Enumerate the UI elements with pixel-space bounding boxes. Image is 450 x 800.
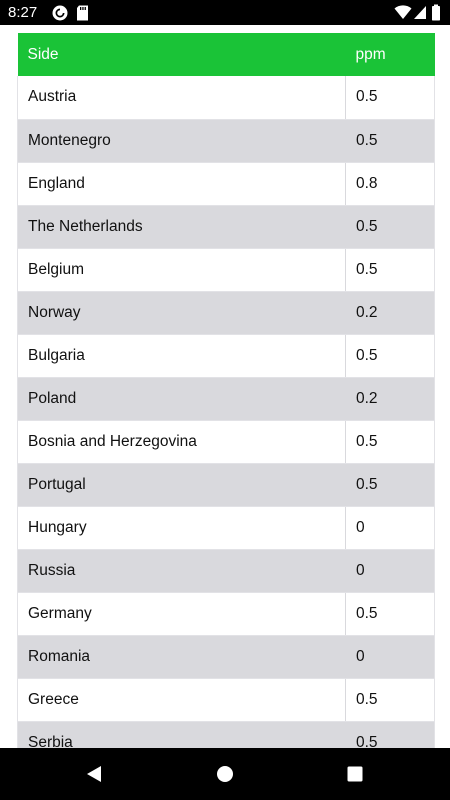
cell-ppm: 0.5: [345, 678, 435, 722]
cell-side: Germany: [17, 592, 346, 636]
cell-ppm: 0.2: [345, 291, 435, 335]
status-bar: 8:27: [0, 0, 450, 25]
table-row: Montenegro 0.5: [17, 119, 435, 163]
header-ppm: ppm: [345, 33, 435, 76]
cell-ppm: 0.5: [345, 205, 435, 249]
cell-side: Russia: [17, 549, 346, 593]
cell-ppm: 0.2: [345, 377, 435, 421]
header-side: Side: [17, 33, 346, 76]
cell-side: Romania: [17, 635, 346, 679]
cellular-signal-icon: [414, 6, 426, 19]
wifi-icon: [394, 5, 412, 19]
cell-side: Bulgaria: [17, 334, 346, 378]
cell-side: Serbia: [17, 721, 346, 748]
cell-side: Poland: [17, 377, 346, 421]
cell-side: Greece: [17, 678, 346, 722]
table-row: Greece 0.5: [17, 678, 435, 722]
table-row: Germany 0.5: [17, 592, 435, 636]
table-body: Austria 0.5 Montenegro 0.5 England 0.8 The Net…: [17, 76, 435, 748]
table-row: Bulgaria 0.5: [17, 334, 435, 378]
table-header-row: Side ppm: [17, 33, 435, 76]
cell-side: Portugal: [17, 463, 346, 507]
cell-ppm: 0: [345, 506, 435, 550]
cell-ppm: 0.5: [345, 334, 435, 378]
table-row: Russia 0: [17, 549, 435, 593]
cell-side: Belgium: [17, 248, 346, 292]
table-row: Belgium 0.5: [17, 248, 435, 292]
battery-icon: [432, 4, 440, 21]
cell-ppm: 0.5: [345, 463, 435, 507]
content-area[interactable]: Side ppm Austria 0.5 Montenegro 0.5 England 0…: [0, 25, 450, 748]
status-time: 8:27: [8, 4, 38, 21]
table-row: Poland 0.2: [17, 377, 435, 421]
table-row: Austria 0.5: [17, 76, 435, 120]
table-row: Portugal 0.5: [17, 463, 435, 507]
cell-ppm: 0.5: [345, 420, 435, 464]
cell-ppm: 0: [345, 635, 435, 679]
cell-side: Montenegro: [17, 119, 346, 163]
ppm-table: Side ppm Austria 0.5 Montenegro 0.5 England 0…: [17, 33, 435, 748]
cell-ppm: 0: [345, 549, 435, 593]
table-row: Hungary 0: [17, 506, 435, 550]
table-row: The Netherlands 0.5: [17, 205, 435, 249]
table-row: England 0.8: [17, 162, 435, 206]
table-row: Serbia 0.5: [17, 721, 435, 748]
table-row: Norway 0.2: [17, 291, 435, 335]
cell-side: Austria: [17, 76, 346, 120]
table-row: Bosnia and Herzegovina 0.5: [17, 420, 435, 464]
cell-side: Hungary: [17, 506, 346, 550]
cell-ppm: 0.5: [345, 592, 435, 636]
cell-ppm: 0.5: [345, 248, 435, 292]
navigation-bar: [0, 748, 450, 800]
cell-ppm: 0.5: [345, 119, 435, 163]
cell-side: Bosnia and Herzegovina: [17, 420, 346, 464]
back-icon[interactable]: [85, 764, 105, 784]
pocket-casts-icon: [52, 5, 68, 21]
cell-side: The Netherlands: [17, 205, 346, 249]
recents-icon[interactable]: [345, 764, 365, 784]
cell-ppm: 0.8: [345, 162, 435, 206]
cell-ppm: 0.5: [345, 76, 435, 120]
table-row: Romania 0: [17, 635, 435, 679]
cell-side: Norway: [17, 291, 346, 335]
cell-ppm: 0.5: [345, 721, 435, 748]
sd-card-icon: [77, 5, 88, 21]
cell-side: England: [17, 162, 346, 206]
home-icon[interactable]: [215, 764, 235, 784]
